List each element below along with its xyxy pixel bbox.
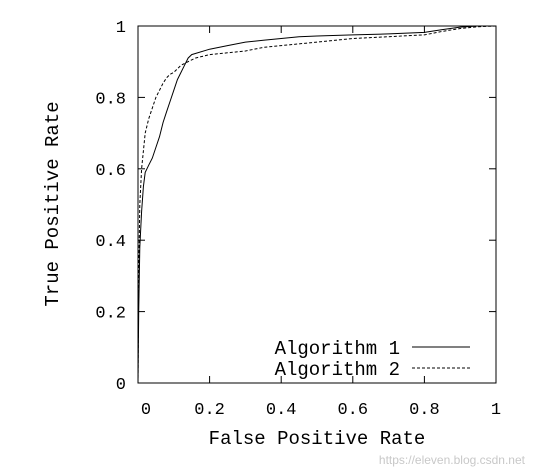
y-tick-label: 0.2 — [95, 305, 126, 324]
watermark-text: https://eleven.blog.csdn.net — [379, 453, 525, 467]
y-tick-label: 0.4 — [95, 233, 126, 252]
y-tick-label: 0.6 — [95, 162, 126, 181]
series-line-algorithm-2 — [138, 26, 496, 383]
x-tick-label: 0.6 — [337, 401, 368, 420]
series-line-algorithm-1 — [138, 26, 496, 383]
legend-label-algorithm-2: Algorithm 2 — [275, 359, 400, 381]
y-tick-label: 1 — [116, 19, 126, 38]
x-tick-label: 0 — [141, 401, 151, 420]
y-tick-label: 0.8 — [95, 90, 126, 109]
x-tick-label: 0.4 — [266, 401, 297, 420]
y-axis-title: True Positive Rate — [42, 101, 64, 306]
legend-label-algorithm-1: Algorithm 1 — [275, 338, 400, 360]
x-axis-title: False Positive Rate — [209, 428, 426, 450]
x-tick-label: 0.2 — [194, 401, 225, 420]
legend: Algorithm 1 Algorithm 2 — [275, 338, 470, 381]
plot-frame — [138, 26, 496, 383]
x-tick-label: 0.8 — [409, 401, 440, 420]
x-tick-label: 1 — [491, 401, 501, 420]
y-tick-label: 0 — [116, 376, 126, 395]
series-layer — [138, 26, 496, 383]
